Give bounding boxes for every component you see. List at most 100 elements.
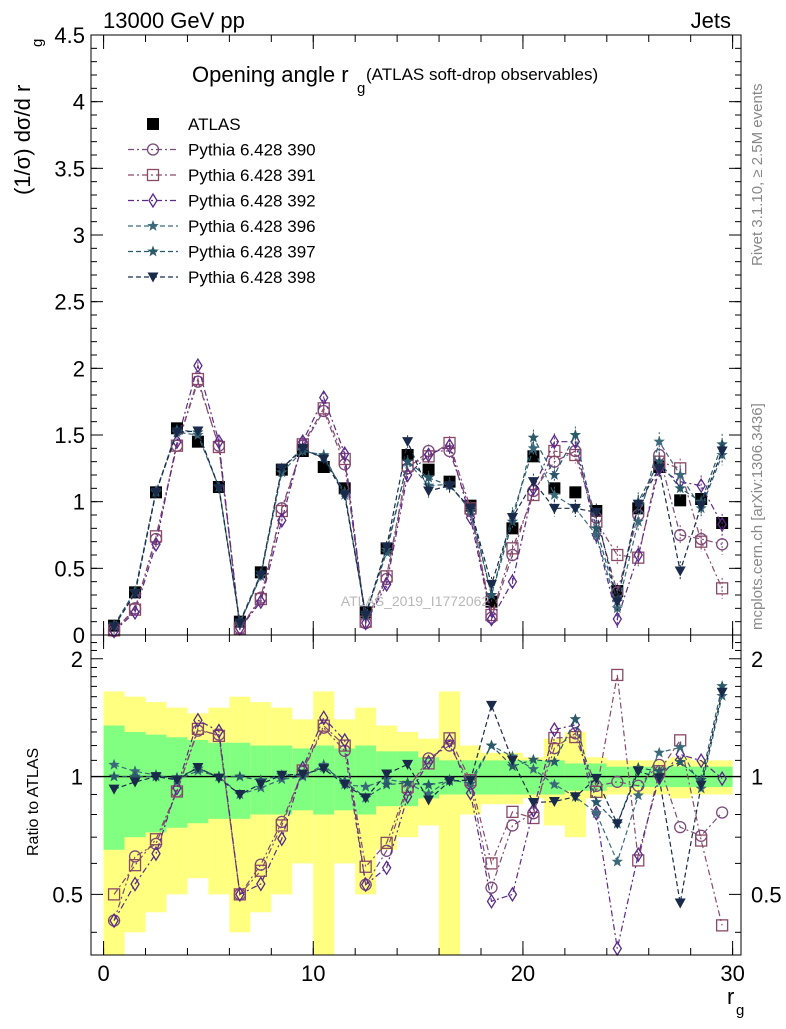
series-line-ratio	[113, 692, 723, 904]
series-line-ratio	[113, 726, 723, 921]
data-point	[612, 611, 623, 627]
data-point	[485, 589, 498, 600]
ratio-point	[402, 788, 413, 805]
y-tick-label: 4.5	[54, 23, 85, 48]
data-point	[151, 536, 161, 553]
ratio-point	[674, 756, 686, 767]
data-point	[318, 389, 329, 406]
ratio-point	[130, 876, 140, 892]
ratio-point	[360, 876, 371, 893]
data-point	[569, 429, 582, 440]
ratio-point	[569, 713, 582, 724]
ratio-point	[108, 784, 120, 795]
ratio-point	[213, 773, 225, 784]
data-point	[506, 542, 519, 555]
data-point	[527, 477, 539, 488]
data-point	[715, 582, 729, 595]
data-point	[171, 427, 183, 438]
legend: ATLAS Pythia 6.428 390 Pythia 6.428 391 Pyt…	[128, 115, 316, 287]
ratio-point	[696, 752, 706, 769]
series-line-main	[113, 363, 723, 632]
ratio-point	[633, 846, 644, 863]
data-point	[674, 528, 687, 542]
ratio-point	[443, 732, 456, 745]
ratio-point	[360, 793, 372, 804]
data-point	[422, 471, 435, 483]
ratio-point	[485, 700, 497, 711]
data-point	[569, 486, 582, 499]
data-point	[717, 516, 727, 533]
data-point	[633, 547, 644, 563]
y-axis-label-sub: g	[29, 39, 46, 47]
ratio-point	[128, 859, 142, 872]
ratio-point	[339, 732, 350, 749]
ratio-point	[716, 687, 728, 698]
series-line-main	[113, 430, 723, 627]
header-right: Jets	[691, 8, 731, 33]
band-green	[522, 760, 544, 795]
ratio-point	[380, 778, 393, 790]
x-tick-label: 20	[511, 961, 535, 986]
ratio-point	[107, 888, 121, 901]
ratio-point	[717, 770, 727, 787]
y-tick-label: 1.5	[54, 423, 85, 448]
ratio-point	[150, 772, 162, 783]
ratio-plot-frame	[90, 634, 742, 956]
ratio-point	[506, 805, 519, 819]
ratio-point	[653, 765, 665, 777]
x-tick-label: 30	[720, 961, 744, 986]
legend-entry: Pythia 6.428 396	[128, 217, 316, 236]
chart-title: Opening angle r	[192, 62, 349, 87]
data-point	[653, 435, 665, 447]
legend-entry: ATLAS	[147, 115, 241, 134]
data-point	[590, 522, 602, 534]
data-point	[234, 618, 246, 629]
ratio-point	[235, 886, 245, 903]
ratio-point	[653, 773, 665, 784]
data-point	[548, 469, 561, 480]
ratio-point	[674, 898, 686, 909]
ratio-point	[527, 798, 539, 809]
data-point	[527, 442, 540, 454]
ratio-point	[108, 770, 120, 782]
band-green	[145, 734, 167, 833]
ratio-point	[318, 710, 329, 726]
ratio-point	[549, 721, 560, 738]
ratio-point	[527, 811, 540, 825]
ratio-point	[444, 732, 455, 749]
ratio-point	[548, 742, 561, 755]
ratio-point	[381, 860, 392, 876]
legend-entry: Pythia 6.428 398	[128, 268, 316, 287]
legend-label: Pythia 6.428 390	[188, 141, 316, 160]
data-point	[150, 487, 162, 498]
ratio-tick-label: 0.5	[52, 882, 83, 907]
data-point	[548, 489, 561, 500]
ratio-point	[192, 762, 204, 773]
band-yellow	[439, 691, 461, 955]
ratio-tick-label: 1	[71, 765, 83, 790]
legend-entry: Pythia 6.428 397	[128, 243, 316, 262]
data-point	[611, 602, 623, 614]
data-point	[528, 480, 539, 497]
chart-title-sub: g	[357, 80, 365, 97]
data-point	[423, 486, 435, 497]
legend-entry: Pythia 6.428 392	[128, 192, 316, 211]
ratio-point	[423, 795, 435, 806]
ratio-point	[171, 775, 183, 786]
ratio-point	[485, 739, 498, 751]
data-point	[360, 610, 372, 621]
data-point	[465, 509, 476, 526]
ratio-point	[339, 779, 351, 790]
ratio-point	[422, 779, 435, 790]
ratio-point	[695, 780, 707, 791]
ratio-tick-label: 2	[71, 647, 83, 672]
ratio-point	[359, 860, 372, 873]
data-point	[277, 512, 287, 529]
ratio-point	[360, 780, 372, 792]
data-point	[423, 447, 434, 463]
ratio-point	[485, 881, 498, 894]
ratio-point	[234, 789, 246, 800]
ratio-point	[548, 755, 561, 767]
header-left: 13000 GeV pp	[103, 8, 245, 33]
